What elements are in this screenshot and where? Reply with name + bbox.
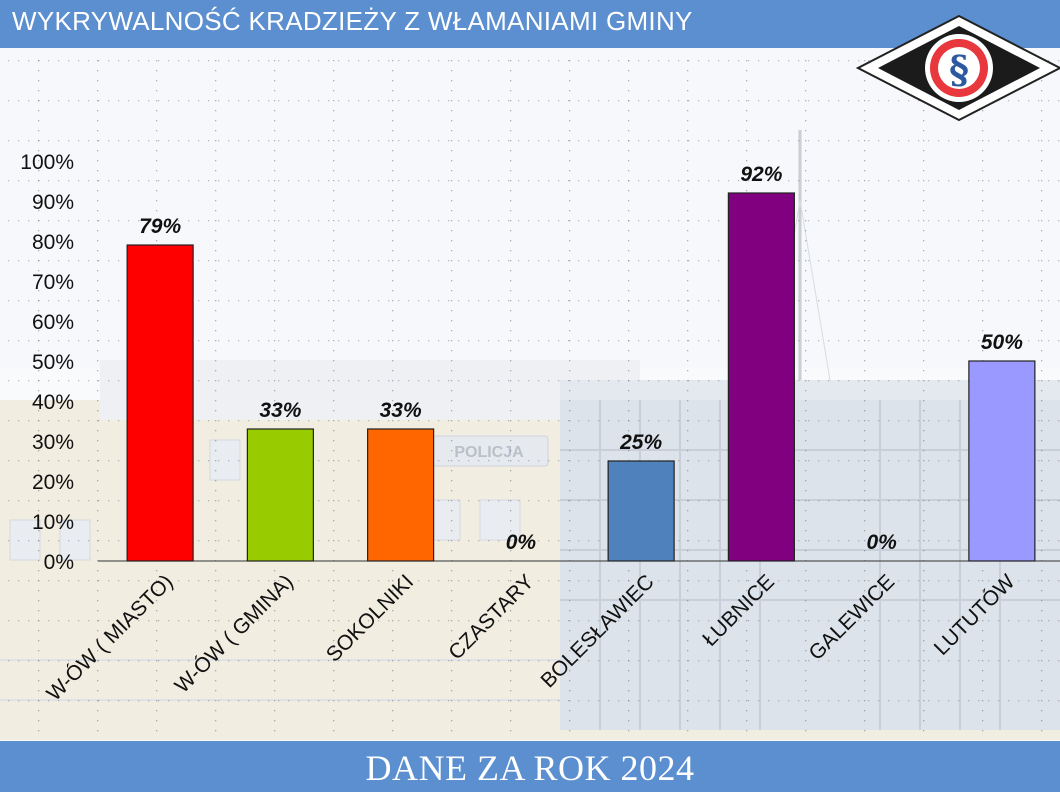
x-tick-label: CZASTARY xyxy=(444,570,538,664)
y-axis: 0% 10% 20% 30% 40% 50% 60% 70% 80% 90% 100% xyxy=(20,151,74,574)
police-sign-text: POLICJA xyxy=(454,444,524,461)
footer-year-text: DANE ZA ROK 2024 xyxy=(365,748,695,788)
x-tick-label: W-ÓW ( MIASTO) xyxy=(42,570,177,705)
y-tick-label: 40% xyxy=(32,391,74,414)
data-label: 0% xyxy=(866,531,897,554)
y-tick-label: 30% xyxy=(32,431,74,454)
bar xyxy=(246,428,314,562)
chart-title: WYKRYWALNOŚĆ KRADZIEŻY Z WŁAMANIAMI GMIN… xyxy=(12,6,693,36)
x-axis: W-ÓW ( MIASTO)W-ÓW ( GMINA) SOKOLNIKI CZAS… xyxy=(42,570,1019,705)
bar xyxy=(968,360,1036,562)
bar xyxy=(126,244,194,562)
y-tick-label: 10% xyxy=(32,511,74,534)
data-labels: 79% 33% 33% 0% 25% 92% 0% 50% xyxy=(139,163,1023,554)
bars xyxy=(126,192,1036,562)
y-tick-label: 50% xyxy=(32,351,74,374)
y-tick-label: 60% xyxy=(32,311,74,334)
bar xyxy=(367,428,435,562)
data-label: 79% xyxy=(139,215,181,238)
police-section-sign-logo-icon: § xyxy=(856,14,1060,122)
y-tick-label: 0% xyxy=(44,551,74,574)
data-label: 92% xyxy=(740,163,782,186)
data-label: 0% xyxy=(506,531,537,554)
y-tick-label: 90% xyxy=(32,191,74,214)
x-tick-label: GALEWICE xyxy=(805,570,900,665)
x-tick-label: SOKOLNIKI xyxy=(322,570,418,666)
y-tick-label: 80% xyxy=(32,231,74,254)
data-label: 25% xyxy=(619,431,662,454)
section-sign-text: § xyxy=(949,47,969,92)
bar xyxy=(607,460,675,562)
y-tick-label: 20% xyxy=(32,471,74,494)
data-label: 50% xyxy=(981,331,1023,354)
footer-bar: DANE ZA ROK 2024 xyxy=(0,741,1060,792)
x-tick-label: LUTUTÓW xyxy=(930,570,1020,660)
x-tick-label: W-ÓW ( GMINA) xyxy=(171,570,298,697)
bar xyxy=(727,192,795,562)
y-tick-label: 100% xyxy=(20,151,74,174)
title-bar: WYKRYWALNOŚĆ KRADZIEŻY Z WŁAMANIAMI GMIN… xyxy=(0,0,1060,48)
x-tick-label: BOLESŁAWIEC xyxy=(536,570,658,692)
data-label: 33% xyxy=(259,399,301,422)
x-tick-label: ŁUBNICE xyxy=(698,570,779,651)
y-tick-label: 70% xyxy=(32,271,74,294)
data-label: 33% xyxy=(380,399,422,422)
